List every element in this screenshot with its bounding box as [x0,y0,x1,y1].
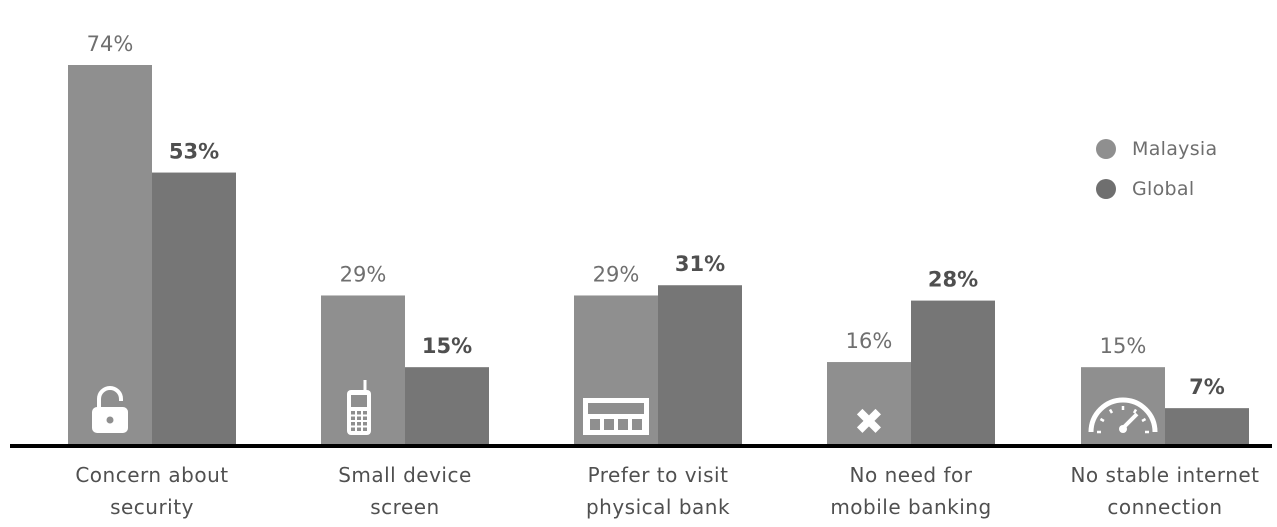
category-label-line: security [110,495,194,519]
value-label-malaysia-no-need-for-mobile-banking: 16% [846,329,893,353]
value-label-global-small-device-screen: 15% [422,334,472,358]
category-label-line: connection [1107,495,1223,519]
phone-key [351,411,355,415]
category-label-no-need-for-mobile-banking: No need for mobile banking [801,459,1021,523]
category-label-line: No need for [849,463,973,487]
bar-global-prefer-to-visit-physical-bank [658,285,742,444]
gauge-arc [1088,397,1158,433]
value-label-malaysia-prefer-to-visit-physical-bank: 29% [593,262,640,286]
x-mark-glyph: ✖ [854,402,884,443]
value-labels-group: 74% 53% 29% 15% 29% 31% 16% 28% 15% 7% [87,32,1225,399]
value-label-malaysia-no-stable-internet-connection: 15% [1100,334,1147,358]
phone-key [351,427,355,431]
counter-panel [618,419,628,430]
legend-swatch-global [1096,179,1116,199]
gauge-needle [1121,412,1139,430]
bar-malaysia-no-need-for-mobile-banking [827,362,911,444]
category-label-line: physical bank [585,495,731,519]
counter-panel [632,419,642,430]
gauge-tick [1141,417,1147,423]
gauge-tick [1099,417,1105,423]
bar-global-concern-about-security [152,172,236,444]
phone-key [357,411,361,415]
speedometer-icon [1088,397,1158,434]
value-label-global-prefer-to-visit-physical-bank: 31% [675,252,725,276]
phone-key [363,416,367,420]
legend-item-global: Global [1096,178,1266,200]
bar-malaysia-concern-about-security [68,65,152,444]
mobile-phone-icon [347,380,371,435]
padlock-keyhole [106,416,114,424]
phone-key [357,422,361,426]
category-label-line: Small device [338,463,472,487]
legend-label-malaysia: Malaysia [1132,138,1218,160]
legend-item-malaysia: Malaysia [1096,138,1266,160]
category-label-line: Concern about [75,463,229,487]
gauge-tick [1108,408,1114,414]
phone-key [351,422,355,426]
category-label-line: No stable internet [1070,463,1260,487]
padlock-icon [92,386,128,433]
bars-group [68,65,1249,444]
counter-window [588,403,644,414]
value-label-malaysia-small-device-screen: 29% [340,262,387,286]
category-icons-group: ✖ [92,380,1158,443]
bank-counter-icon [583,398,649,435]
category-label-concern-about-security: Concern about security [42,459,262,523]
legend-swatch-malaysia [1096,139,1116,159]
legend: Malaysia Global [1096,138,1266,218]
phone-key [357,427,361,431]
gauge-hub [1119,425,1127,433]
value-label-malaysia-concern-about-security: 74% [87,32,134,56]
x-mark-icon: ✖ [854,402,884,443]
bar-global-small-device-screen [405,367,489,444]
category-label-prefer-to-visit-physical-bank: Prefer to visit physical bank [548,459,768,523]
legend-label-global: Global [1132,178,1195,200]
category-label-line: screen [370,495,440,519]
phone-key [363,422,367,426]
padlock-shackle [97,386,123,408]
category-label-line: Prefer to visit [587,463,729,487]
category-label-line: mobile banking [830,495,992,519]
category-label-small-device-screen: Small device screen [295,459,515,523]
bar-global-no-need-for-mobile-banking [911,300,995,444]
value-label-global-no-stable-internet-connection: 7% [1189,375,1225,399]
phone-key [357,416,361,420]
gauge-tick [1132,408,1138,414]
phone-key [363,427,367,431]
category-label-no-stable-internet-connection: No stable internet connection [1055,459,1275,523]
phone-key [351,416,355,420]
phone-screen [351,395,367,407]
bar-global-no-stable-internet-connection [1165,408,1249,444]
phone-key [363,411,367,415]
counter-panel [590,419,600,430]
value-label-global-no-need-for-mobile-banking: 28% [928,268,978,292]
counter-panel [604,419,614,430]
value-label-global-concern-about-security: 53% [169,140,219,164]
